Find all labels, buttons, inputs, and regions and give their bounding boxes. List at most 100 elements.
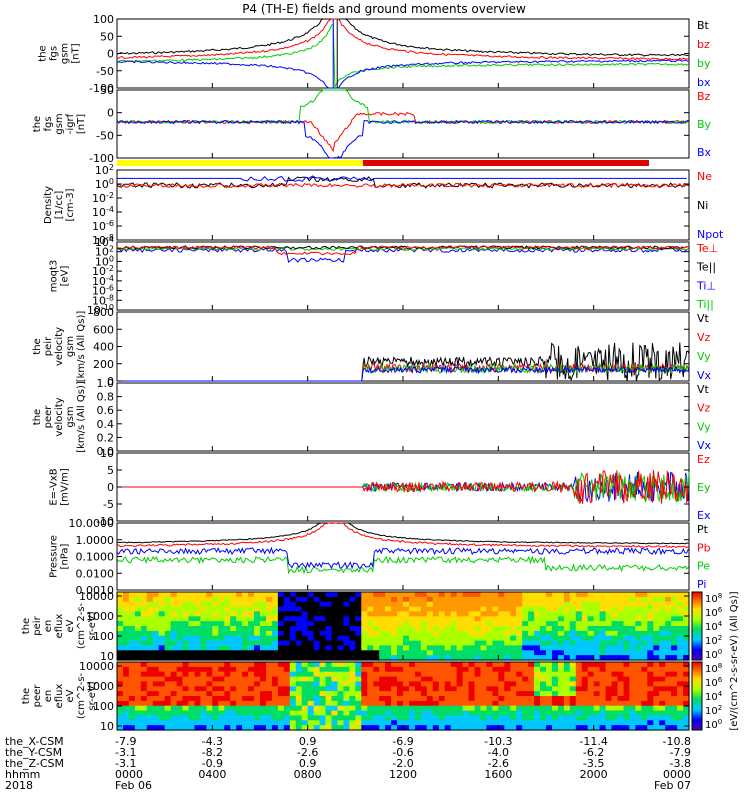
spectrogram-cell	[212, 601, 219, 608]
spectrogram-cell	[295, 601, 303, 608]
spectrogram-cell	[188, 596, 196, 603]
spectrogram-cell	[206, 671, 213, 678]
spectrogram-cell	[456, 601, 464, 608]
spectrogram-cell	[456, 671, 464, 678]
spectrogram-cell	[200, 640, 207, 647]
spectrogram-cell	[152, 635, 160, 642]
spectrogram-cell	[248, 626, 255, 632]
spectrogram-cell	[677, 645, 684, 651]
series-Npot	[117, 175, 687, 183]
spectrogram-cell	[123, 696, 130, 702]
spectrogram-cell	[271, 650, 279, 656]
spectrogram-cell	[212, 635, 219, 642]
spectrogram-cell	[456, 691, 464, 697]
spectrogram-cell	[313, 662, 321, 668]
spectrogram-cell	[224, 650, 231, 656]
spectrogram-cell	[575, 611, 583, 617]
spectrogram-cell	[295, 676, 303, 683]
spectrogram-cell	[152, 676, 160, 683]
legend-entry: Pe	[697, 560, 710, 573]
spectrogram-cell	[617, 592, 625, 598]
spectrogram-cell	[194, 676, 202, 683]
spectrogram-cell	[367, 696, 374, 702]
spectrogram-cell	[307, 686, 315, 692]
spectrogram-cell	[677, 691, 684, 697]
spectrogram-cell	[659, 681, 666, 687]
spectrogram-cell	[236, 645, 243, 651]
spectrogram-cell	[373, 686, 380, 692]
spectrogram-cell	[182, 611, 190, 617]
spectrogram-cell	[534, 710, 541, 717]
spectrogram-cell	[557, 606, 565, 613]
spectrogram-cell	[569, 596, 577, 603]
spectrogram-cell	[599, 720, 607, 726]
spectrogram-cell	[665, 700, 672, 707]
spectrogram-cell	[313, 720, 321, 726]
spectrogram-cell	[277, 715, 285, 721]
spectrogram-cell	[301, 596, 309, 603]
y-axis-label: sr-eV)	[87, 681, 98, 710]
spectrogram-cell	[677, 662, 684, 668]
spectrogram-cell	[557, 700, 565, 707]
spectrogram-cell	[659, 611, 666, 617]
spectrogram-cell	[289, 611, 297, 617]
spectrogram-cell	[450, 655, 458, 661]
spectrogram-cell	[671, 655, 678, 661]
spectrogram-cell	[563, 592, 571, 598]
spectrogram-cell	[653, 686, 660, 692]
spectrogram-cell	[522, 616, 529, 622]
spectrogram-cell	[409, 621, 416, 627]
spectrogram-cell	[474, 720, 482, 726]
spectrogram-cell	[117, 645, 124, 651]
spectrogram-cell	[403, 715, 410, 721]
spectrogram-cell	[152, 601, 160, 608]
legend-entry: Vx	[697, 369, 712, 382]
y-axis-label: [1/cc]	[54, 191, 65, 220]
spectrogram-cell	[450, 630, 458, 637]
spectrogram-cell	[325, 611, 333, 617]
spectrogram-cell	[480, 616, 488, 622]
date-start-label: Feb 06	[115, 779, 152, 792]
spectrogram-cell	[361, 691, 368, 697]
spectrogram-cell	[319, 686, 327, 692]
spectrogram-cell	[301, 686, 309, 692]
spectrogram-cell	[361, 601, 368, 608]
spectrogram-cell	[355, 705, 362, 712]
spectrogram-cell	[230, 616, 237, 622]
spectrogram-cell	[158, 715, 166, 721]
spectrogram-cell	[683, 635, 690, 642]
spectrogram-cell	[462, 621, 470, 627]
spectrogram-cell	[301, 592, 309, 598]
spectrogram-cell	[266, 606, 273, 613]
spectrogram-cell	[510, 681, 517, 687]
spectrogram-cell	[212, 616, 219, 622]
spectrogram-cell	[426, 621, 434, 627]
spectrogram-cell	[534, 611, 541, 617]
spectrogram-cell	[540, 671, 547, 678]
spectrogram-cell	[164, 592, 172, 598]
spectrogram-cell	[641, 616, 648, 622]
spectrogram-cell	[456, 655, 464, 661]
spectrogram-cell	[426, 715, 434, 721]
spectrogram-cell	[391, 691, 398, 697]
spectrogram-cell	[188, 686, 196, 692]
spectrogram-cell	[468, 662, 476, 668]
spectrogram-cell	[117, 666, 124, 673]
spectrogram-cell	[391, 710, 398, 717]
spectrogram-cell	[188, 725, 196, 731]
spectrogram-cell	[659, 655, 666, 661]
spectrogram-cell	[414, 681, 422, 687]
x-row-value: -0.9	[202, 757, 223, 770]
spectrogram-cell	[152, 725, 160, 731]
spectrogram-cell	[218, 645, 225, 651]
spectrogram-cell	[134, 715, 142, 721]
panel-frame	[116, 241, 690, 311]
spectrogram-cell	[319, 655, 327, 661]
spectrogram-cell	[170, 655, 178, 661]
spectrogram-cell	[653, 715, 660, 721]
spectrogram-cell	[677, 606, 684, 613]
spectrogram-cell	[194, 715, 202, 721]
spectrogram-cell	[563, 601, 571, 608]
spectrogram-cell	[164, 611, 172, 617]
spectrogram-cell	[212, 705, 219, 712]
